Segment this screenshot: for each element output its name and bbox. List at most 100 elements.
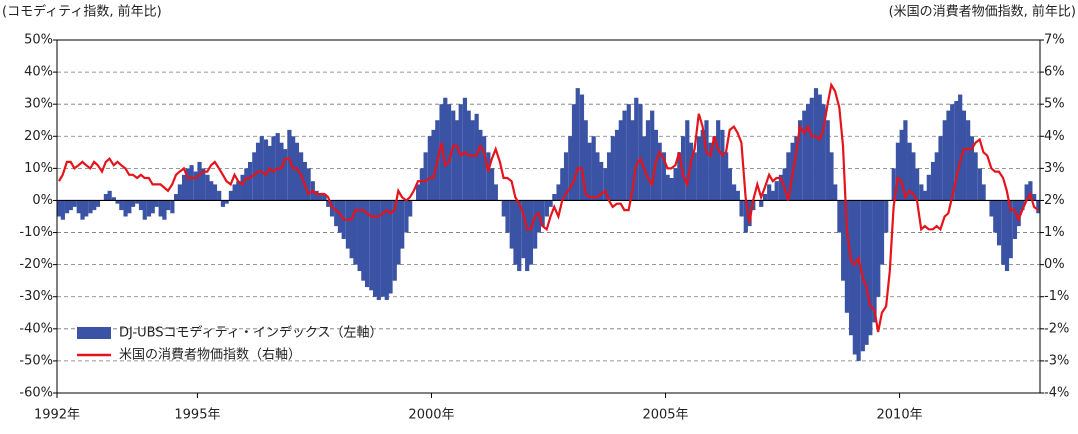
bar [802, 110, 807, 201]
bar [809, 97, 814, 201]
bar [533, 200, 538, 249]
bar [1008, 200, 1013, 259]
bar [568, 136, 573, 201]
bar [829, 152, 834, 201]
bar [680, 136, 686, 201]
bar [938, 136, 943, 201]
bar [400, 200, 405, 249]
y-tick-label: -60% [19, 386, 53, 401]
bar [844, 200, 850, 313]
y-tick-label: 20% [24, 129, 53, 144]
bar [837, 200, 842, 233]
bar [884, 200, 889, 233]
bar [201, 168, 206, 201]
bar [989, 200, 994, 217]
bar [166, 200, 171, 211]
bar [232, 184, 237, 201]
bar [762, 194, 768, 201]
bar [259, 136, 264, 201]
bar [349, 200, 354, 259]
y2-tick-label: 0% [1044, 257, 1065, 272]
bar [427, 136, 432, 201]
bar [954, 100, 959, 201]
bar [544, 200, 549, 217]
bar [876, 200, 881, 297]
bar [607, 152, 612, 201]
bar [638, 104, 643, 201]
bar [548, 200, 553, 207]
y-tick-label: -50% [19, 353, 53, 368]
bar [185, 168, 190, 201]
bar [158, 200, 163, 217]
y2-tick-label: 7% [1044, 33, 1065, 48]
bar [353, 200, 358, 265]
bar [934, 152, 939, 201]
bar [583, 120, 588, 201]
bar [396, 200, 401, 265]
bar [720, 129, 725, 201]
bar [817, 94, 822, 201]
bar [704, 120, 709, 201]
bar [334, 200, 339, 227]
x-tick-label: 2010年 [877, 408, 923, 423]
bar [700, 129, 705, 201]
bar [247, 161, 253, 201]
bar [665, 174, 670, 201]
bar [813, 88, 819, 201]
y-tick-label: -10% [19, 225, 53, 240]
y2-tick-label: 1% [1044, 225, 1065, 240]
bar [961, 110, 967, 201]
bar [361, 200, 366, 281]
bar [911, 152, 916, 201]
bar [712, 136, 717, 201]
plot-frame [56, 39, 1041, 394]
bar [388, 200, 393, 294]
bar [318, 194, 323, 201]
bar [1028, 181, 1033, 201]
bar [127, 200, 132, 214]
bar [595, 152, 600, 201]
bar [181, 174, 187, 201]
bar [821, 104, 826, 201]
bar [907, 142, 912, 201]
bar [552, 194, 557, 201]
bar [993, 200, 998, 233]
bar [603, 168, 608, 201]
bar [470, 120, 475, 201]
bar [794, 136, 799, 201]
bar [294, 142, 299, 201]
bar [95, 200, 101, 207]
bar [244, 168, 249, 201]
bar [645, 120, 651, 201]
y-tick-label: 10% [24, 161, 53, 176]
bar [903, 120, 908, 201]
bar [739, 200, 744, 217]
bar [528, 200, 534, 265]
bar [841, 200, 846, 281]
bar [357, 200, 362, 272]
bar [786, 152, 791, 201]
y2-tick-label: -4% [1044, 386, 1069, 401]
bar [103, 194, 109, 201]
y-tick-label: -20% [19, 257, 53, 272]
bar [833, 184, 838, 201]
y2-tick-label: 4% [1044, 129, 1065, 144]
bar [685, 120, 690, 201]
bar [868, 200, 873, 336]
bar [329, 200, 335, 217]
bar [209, 181, 214, 201]
bar [708, 142, 713, 201]
bar [864, 200, 869, 345]
bar [977, 168, 982, 201]
bar [57, 200, 62, 217]
bar [560, 168, 565, 201]
bar [64, 200, 70, 214]
y2-tick-label: 6% [1044, 65, 1065, 80]
bar [797, 120, 803, 201]
bar [443, 97, 448, 201]
bar [919, 184, 924, 201]
bar [478, 129, 483, 201]
bar [474, 113, 479, 201]
bar [177, 184, 182, 201]
bar [579, 94, 585, 201]
